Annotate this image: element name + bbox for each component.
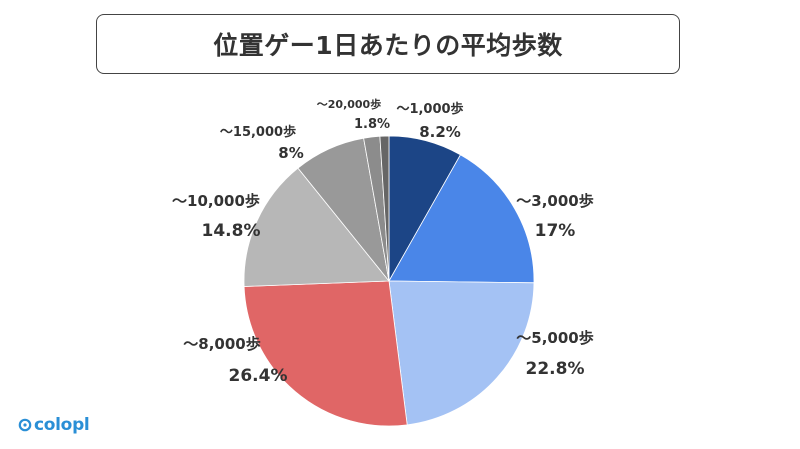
slice-label: ～5,000歩	[516, 329, 593, 347]
slice-label: ～15,000歩	[220, 124, 296, 140]
pie-slice	[388, 280, 535, 426]
slice-label: ～1,000歩	[396, 101, 463, 117]
slice-label: ～10,000歩	[172, 192, 260, 210]
slice-percent-label: 8%	[278, 144, 303, 162]
slice-percent-label: 14.8%	[202, 221, 261, 241]
colopl-logo-icon	[18, 418, 32, 432]
slice-percent-label: 26.4%	[229, 366, 288, 386]
pie-slices	[243, 135, 535, 427]
pie-slice	[388, 154, 535, 284]
slice-percent-label: 17%	[535, 221, 576, 241]
pie-slice	[243, 280, 408, 427]
pie-labels: ～1,000歩 8.2% ～3,000歩 17% ～5,000歩 22.8% ～8,000歩…	[172, 97, 594, 386]
pie-slice	[379, 135, 390, 282]
colopl-logo-text: colopl	[34, 415, 90, 435]
slice-label: ～3,000歩	[516, 192, 593, 210]
slice-percent-label: 8.2%	[419, 123, 461, 141]
chart-title-box: 位置ゲー1日あたりの平均歩数	[96, 14, 680, 74]
colopl-logo: colopl	[18, 415, 90, 435]
slice-label: ～20,000歩	[317, 97, 381, 111]
slice-percent-label: 1.8%	[354, 117, 390, 132]
slice-percent-label: 22.8%	[526, 359, 585, 379]
slice-label: ～8,000歩	[183, 335, 260, 353]
pie-slice	[243, 167, 390, 287]
chart-title: 位置ゲー1日あたりの平均歩数	[213, 31, 563, 60]
